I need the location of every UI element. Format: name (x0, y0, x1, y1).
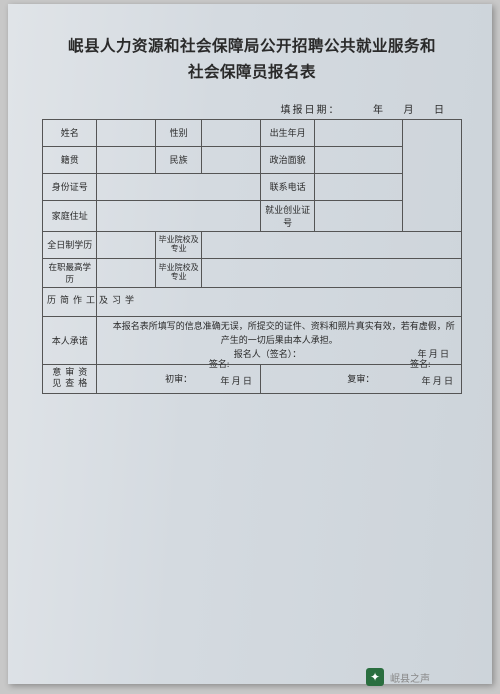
label-grad-2: 毕业院校及专业 (156, 258, 202, 287)
label-resume: 学习及工作简历 (43, 287, 97, 316)
title-line-2: 社会保障员报名表 (188, 64, 316, 81)
fill-date-row: 填报日期： 年 月 日 (42, 101, 462, 116)
footer-text: 岷县之声 (390, 670, 430, 685)
field-phone[interactable] (315, 173, 403, 200)
label-phone: 联系电话 (260, 173, 314, 200)
first-audit-label: 初审： (165, 374, 192, 384)
sign-label-1: 签名: (209, 359, 230, 369)
application-form-table: 姓名 性别 出生年月 籍贯 民族 政治面貌 身份证号 联系电话 家庭住址 (42, 119, 462, 394)
field-jobcert[interactable] (315, 200, 403, 231)
field-name[interactable] (97, 119, 156, 146)
second-audit-label: 复审： (347, 374, 374, 384)
label-gender: 性别 (156, 119, 202, 146)
field-gender[interactable] (202, 119, 261, 146)
field-audit-second[interactable]: 复审： 签名: 年 月 日 (260, 364, 461, 393)
label-name: 姓名 (43, 119, 97, 146)
field-promise: 本报名表所填写的信息准确无误，所提交的证件、资料和照片真实有效，若有虚假，所产生… (97, 316, 462, 364)
field-birth[interactable] (315, 119, 403, 146)
photo-box[interactable] (403, 119, 462, 231)
field-politics[interactable] (315, 146, 403, 173)
label-birth: 出生年月 (260, 119, 314, 146)
promise-text: 本报名表所填写的信息准确无误，所提交的证件、资料和照片真实有效，若有虚假，所产生… (113, 321, 455, 345)
date-month: 月 (404, 105, 416, 116)
table-row: 学习及工作简历 (43, 287, 462, 316)
field-origin[interactable] (97, 146, 156, 173)
table-row: 资格审查意见 初审： 签名: 年 月 日 复审： 签名: 年 月 日 (43, 364, 462, 393)
field-audit-first[interactable]: 初审： 签名: 年 月 日 (97, 364, 260, 393)
label-ethnic: 民族 (156, 146, 202, 173)
label-audit: 资格审查意见 (43, 364, 97, 393)
field-edu-ft[interactable] (97, 231, 156, 258)
label-politics: 政治面貌 (260, 146, 314, 173)
table-row: 身份证号 联系电话 (43, 173, 462, 200)
field-grad-2[interactable] (202, 258, 462, 287)
audit-date-2: 年 月 日 (421, 376, 453, 386)
wechat-icon: ✦ (366, 668, 384, 686)
label-edu-top: 在职最高学历 (43, 258, 97, 287)
label-idno: 身份证号 (43, 173, 97, 200)
audit-date-1: 年 月 日 (220, 376, 252, 386)
title-line-1: 岷县人力资源和社会保障局公开招聘公共就业服务和 (68, 38, 436, 55)
field-ethnic[interactable] (202, 146, 261, 173)
resume-label-text: 学习及工作简历 (45, 290, 136, 312)
form-title: 岷县人力资源和社会保障局公开招聘公共就业服务和 社会保障员报名表 (42, 34, 462, 87)
label-edu-ft: 全日制学历 (43, 231, 97, 258)
audit-label-text: 资格审查意见 (50, 367, 89, 389)
date-year: 年 (373, 105, 385, 116)
table-row: 姓名 性别 出生年月 (43, 119, 462, 146)
table-row: 本人承诺 本报名表所填写的信息准确无误，所提交的证件、资料和照片真实有效，若有虚… (43, 316, 462, 364)
date-day: 日 (434, 105, 446, 116)
paper-sheet: 岷县人力资源和社会保障局公开招聘公共就业服务和 社会保障员报名表 填报日期： 年… (8, 4, 492, 684)
field-resume[interactable] (97, 287, 462, 316)
field-idno[interactable] (97, 173, 260, 200)
field-edu-top[interactable] (97, 258, 156, 287)
label-grad-1: 毕业院校及专业 (156, 231, 202, 258)
sign-label-2: 签名: (410, 359, 431, 369)
table-row: 在职最高学历 毕业院校及专业 (43, 258, 462, 287)
table-row: 籍贯 民族 政治面貌 (43, 146, 462, 173)
label-jobcert: 就业创业证号 (260, 200, 314, 231)
label-promise: 本人承诺 (43, 316, 97, 364)
field-grad-1[interactable] (202, 231, 462, 258)
table-row: 家庭住址 就业创业证号 (43, 200, 462, 231)
label-addr: 家庭住址 (43, 200, 97, 231)
watermark-footer: ✦ 岷县之声 (366, 668, 430, 686)
table-row: 全日制学历 毕业院校及专业 (43, 231, 462, 258)
field-addr[interactable] (97, 200, 260, 231)
date-label: 填报日期： (281, 105, 341, 116)
label-origin: 籍贯 (43, 146, 97, 173)
